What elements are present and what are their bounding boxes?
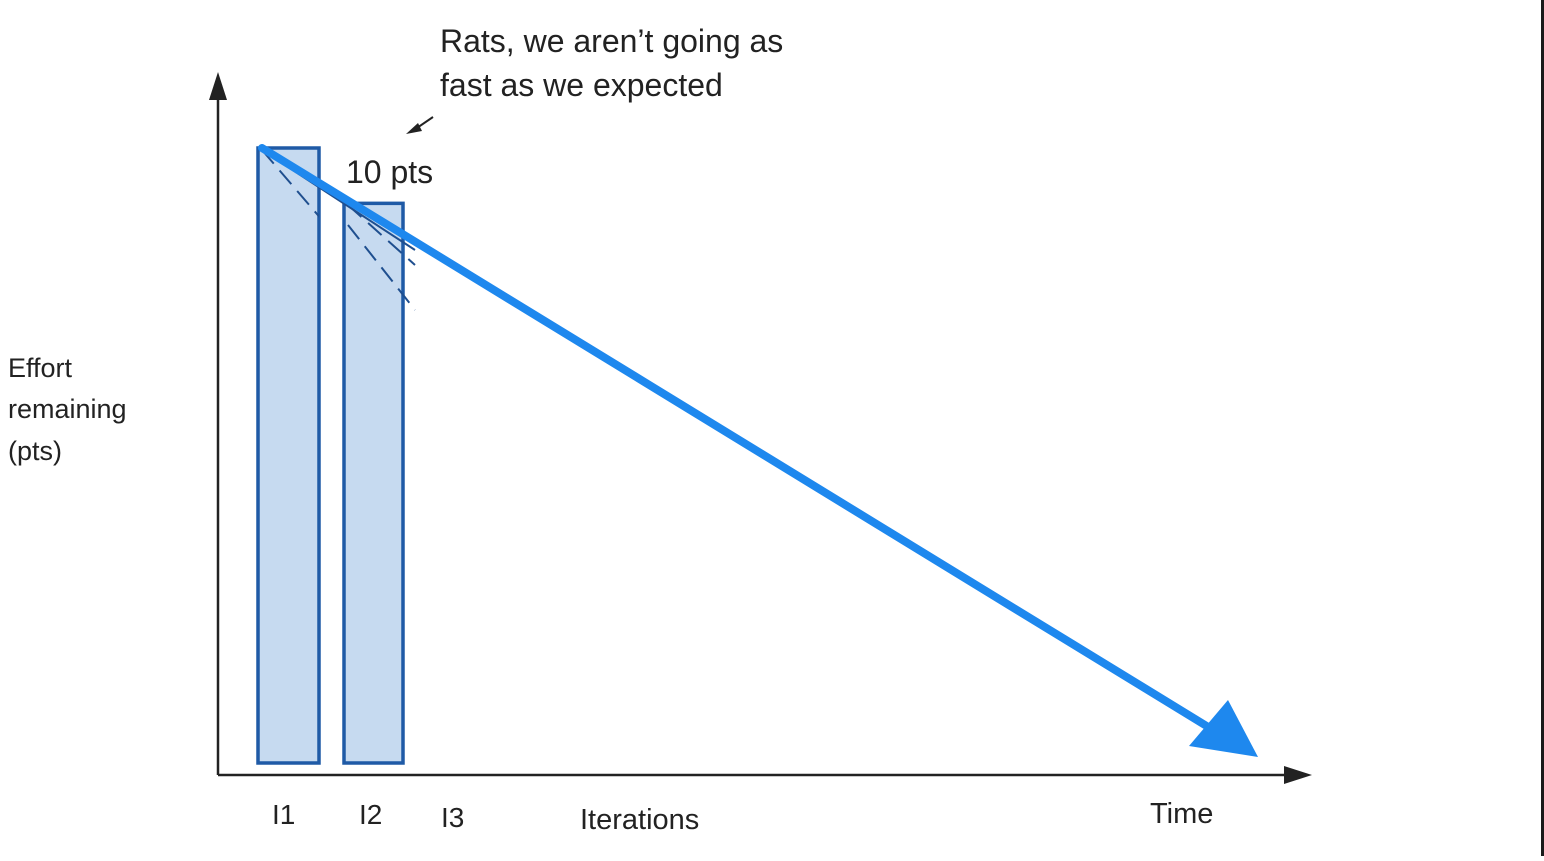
bar-i2 xyxy=(342,201,405,765)
bars xyxy=(256,146,405,765)
annotation-line-1: Rats, we aren’t going as xyxy=(440,23,783,59)
tick-label-i3: I3 xyxy=(441,802,464,833)
y-axis-label-line-3: (pts) xyxy=(8,436,62,466)
annotation-pointer-head xyxy=(406,123,422,134)
tick-label-i2: I2 xyxy=(359,799,382,830)
trend-line-dashed-i1 xyxy=(261,149,319,218)
overlay-arrow-shaft xyxy=(258,144,1222,737)
trend-line-dashed-lower xyxy=(347,224,416,311)
tick-label-i1: I1 xyxy=(272,799,295,830)
y-axis-arrowhead xyxy=(209,72,227,100)
axes xyxy=(209,72,1312,784)
x-tick-labels: I1 I2 I3 xyxy=(272,799,464,833)
right-border xyxy=(1541,0,1544,856)
trend-line-dashed-upper xyxy=(347,204,416,266)
y-axis-label-line-1: Effort xyxy=(8,353,73,383)
bar-i1 xyxy=(256,146,321,765)
x-axis-label: Iterations xyxy=(580,804,699,836)
x-axis-arrowhead xyxy=(1284,766,1312,784)
time-label: Time xyxy=(1150,798,1213,830)
overlay-arrow xyxy=(258,144,1258,757)
overlay-arrowhead xyxy=(1189,700,1258,757)
y-axis-label: Effort remaining (pts) xyxy=(8,353,127,466)
bar-label-10-pts: 10 pts xyxy=(346,154,433,190)
annotation: Rats, we aren’t going as fast as we expe… xyxy=(406,23,783,134)
y-axis-label-line-2: remaining xyxy=(8,394,127,424)
annotation-line-2: fast as we expected xyxy=(440,67,723,103)
